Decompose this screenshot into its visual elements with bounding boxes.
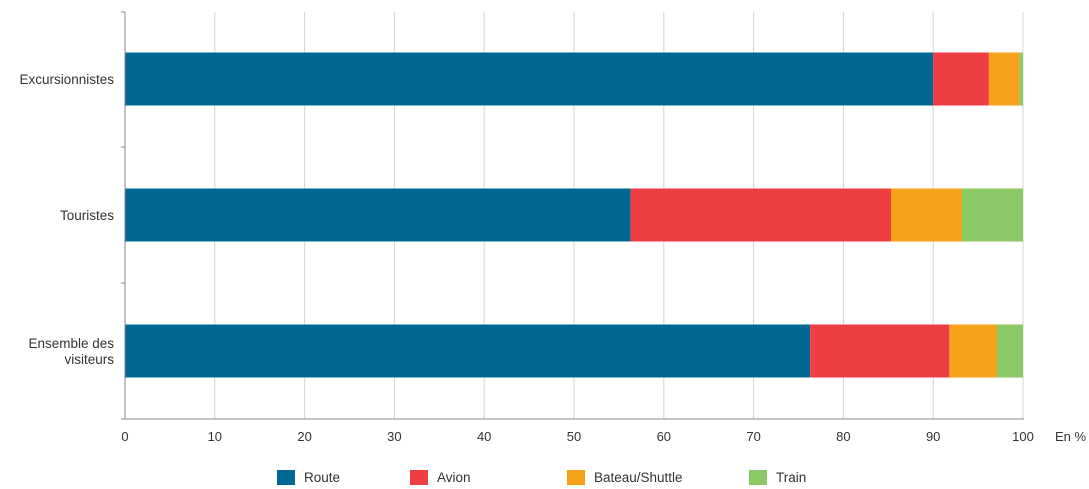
x-axis-ticks: 0 10 20 30 40 50 60 70 80 90 100 [121,429,1033,444]
x-tick-label-30: 30 [387,429,401,444]
axes [121,11,1024,420]
legend-swatch-bateau-shuttle [567,470,585,485]
x-axis-unit: En % [1055,429,1087,444]
bar-train-2 [996,324,1023,378]
x-tick-label-0: 0 [121,429,128,444]
category-labels: Excursionnistes Touristes Ensemble desvisi… [19,72,114,367]
bar-avion-0 [933,52,989,106]
legend-label-route: Route [304,470,340,485]
category-label-1: Touristes [60,208,114,223]
x-tick-label-90: 90 [926,429,940,444]
category-label-0: Excursionnistes [19,72,114,87]
legend-label-avion: Avion [437,470,471,485]
x-tick-label-20: 20 [297,429,311,444]
x-tick-label-80: 80 [836,429,850,444]
bar-route-0 [125,52,934,106]
x-tick-label-50: 50 [567,429,581,444]
legend-swatch-avion [410,470,428,485]
bars [125,52,1023,378]
bar-route-1 [125,188,631,242]
bar-bateau-shuttle-1 [890,188,962,242]
bar-train-0 [1019,52,1023,106]
x-tick-label-100: 100 [1012,429,1034,444]
category-label-2-line-0: Ensemble des [28,336,114,351]
category-label-2-line-1: visiteurs [64,352,114,367]
bar-bateau-shuttle-2 [949,324,997,378]
legend: Route Avion Bateau/Shuttle Train [277,470,806,485]
bar-avion-2 [810,324,950,378]
x-tick-label-10: 10 [208,429,222,444]
legend-swatch-route [277,470,295,485]
x-tick-label-40: 40 [477,429,491,444]
bar-train-1 [961,188,1023,242]
legend-label-train: Train [776,470,806,485]
legend-label-bateau-shuttle: Bateau/Shuttle [594,470,683,485]
legend-swatch-train [749,470,767,485]
x-tick-label-60: 60 [657,429,671,444]
bar-avion-1 [630,188,891,242]
bar-bateau-shuttle-0 [988,52,1020,106]
x-tick-label-70: 70 [746,429,760,444]
bar-route-2 [125,324,811,378]
